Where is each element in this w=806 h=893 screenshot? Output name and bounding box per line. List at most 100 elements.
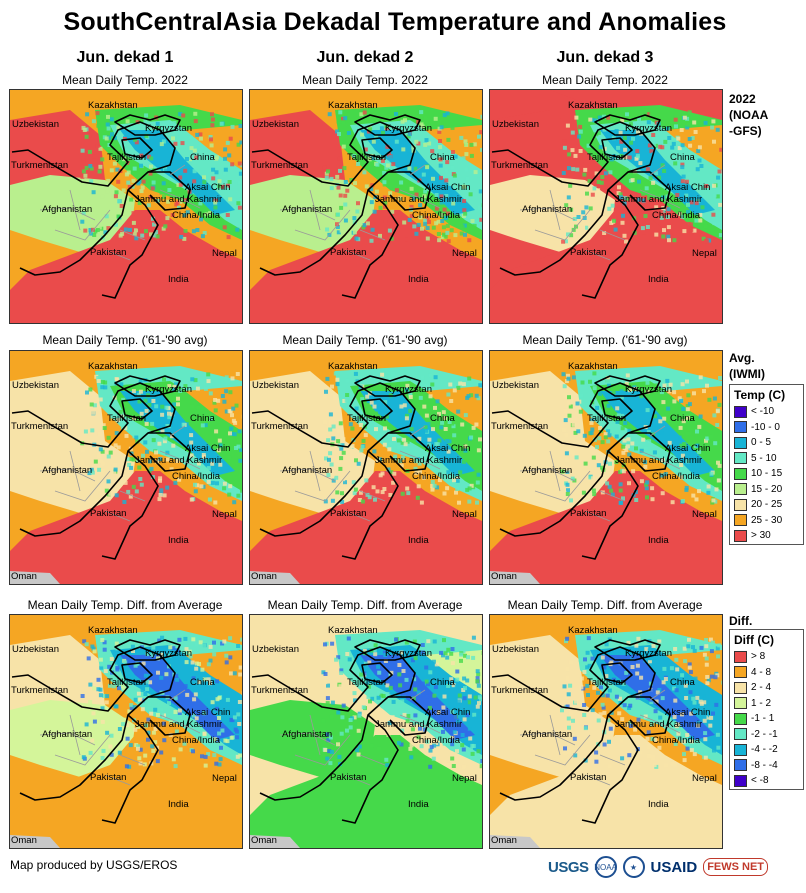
map-label-uzbekistan: Uzbekistan — [252, 380, 299, 391]
diff-legend-item: < -8 — [730, 773, 803, 789]
map-label-oman: Oman — [491, 571, 517, 582]
legend-label: -10 - 0 — [751, 421, 780, 433]
map-label-aksai-chin: Aksai Chin — [425, 443, 470, 454]
temp-legend-item: -10 - 0 — [730, 420, 803, 436]
map-label-kyrgyzstan: Kyrgyzstan — [625, 123, 672, 134]
map-label-jammu-kashmir: Jammu and Kashmir — [615, 455, 702, 466]
map-label-jammu-kashmir: Jammu and Kashmir — [135, 455, 222, 466]
map-label-oman: Oman — [11, 571, 37, 582]
map-label-china: China — [430, 677, 456, 688]
map-label-aksai-chin: Aksai Chin — [665, 182, 710, 193]
map-label-china: China — [670, 413, 696, 424]
map-label-jammu-kashmir: Jammu and Kashmir — [615, 194, 702, 205]
legend-label: 15 - 20 — [751, 483, 783, 495]
map-canvas: Kazakhstan Uzbekistan Kyrgyzstan Turkmenist… — [10, 615, 242, 848]
row-label-2022: 2022 (NOAA -GFS) — [729, 91, 768, 139]
map-subtitle: Mean Daily Temp. 2022 — [302, 73, 428, 87]
diff-legend-item: -1 - 1 — [730, 711, 803, 727]
map-panel-diff-dekad-2: Kazakhstan Uzbekistan Kyrgyzstan Turkmenist… — [249, 614, 483, 849]
diff-legend-item: 1 - 2 — [730, 696, 803, 712]
fews-net-logo: FEWS NET — [703, 858, 769, 876]
usaid-logo: USAID — [650, 858, 698, 876]
map-subtitle: Mean Daily Temp. ('61-'90 avg) — [282, 333, 448, 347]
map-label-india: India — [648, 535, 669, 546]
map-label-china-india: China/India — [652, 210, 701, 221]
map-label-turkmenistan: Turkmenistan — [491, 685, 548, 696]
map-label-kyrgyzstan: Kyrgyzstan — [385, 384, 432, 395]
map-label-pakistan: Pakistan — [330, 772, 366, 783]
map-label-nepal: Nepal — [452, 773, 477, 784]
map-label-tajikistan: Tajikistan — [587, 677, 626, 688]
diff-legend: Diff (C) > 8 4 - 8 2 - 4 1 - 2 -1 - 1 -2 - -1… — [729, 629, 804, 790]
legend-label: -1 - 1 — [751, 713, 775, 725]
logo-bar: USGS NOAA ★ USAID FEWS NET — [548, 856, 769, 878]
map-label-aksai-chin: Aksai Chin — [185, 443, 230, 454]
map-label-china: China — [670, 152, 696, 163]
map-label-china-india: China/India — [412, 735, 461, 746]
map-label-pakistan: Pakistan — [570, 247, 606, 258]
map-label-kyrgyzstan: Kyrgyzstan — [385, 648, 432, 659]
usda-seal-icon: ★ — [622, 856, 645, 878]
map-label-turkmenistan: Turkmenistan — [11, 685, 68, 696]
map-label-afghanistan: Afghanistan — [42, 729, 92, 740]
map-label-aksai-chin: Aksai Chin — [665, 443, 710, 454]
legend-label: 4 - 8 — [751, 666, 772, 678]
map-subtitle: Mean Daily Temp. Diff. from Average — [267, 598, 463, 612]
map-label-china-india: China/India — [172, 735, 221, 746]
map-label-kazakhstan: Kazakhstan — [88, 100, 138, 111]
map-label-china: China — [190, 413, 216, 424]
map-label-afghanistan: Afghanistan — [282, 729, 332, 740]
map-canvas: Kazakhstan Uzbekistan Kyrgyzstan Turkmenist… — [250, 90, 482, 323]
legend-label: < -8 — [751, 775, 769, 787]
legend-label: -8 - -4 — [751, 759, 778, 771]
row-label-line: Avg. — [729, 351, 755, 365]
map-label-afghanistan: Afghanistan — [522, 204, 572, 215]
map-label-uzbekistan: Uzbekistan — [252, 119, 299, 130]
legend-swatch — [734, 743, 747, 756]
map-label-tajikistan: Tajikistan — [107, 413, 146, 424]
map-label-oman: Oman — [251, 835, 277, 846]
legend-label: -2 - -1 — [751, 728, 778, 740]
temp-legend-item: 5 - 10 — [730, 451, 803, 467]
map-label-china-india: China/India — [172, 471, 221, 482]
map-label-aksai-chin: Aksai Chin — [425, 707, 470, 718]
temp-legend-title: Temp (C) — [734, 388, 786, 402]
legend-swatch — [734, 436, 747, 449]
legend-label: > 30 — [751, 530, 771, 542]
row-label-diff: Diff. — [729, 613, 752, 629]
map-label-kazakhstan: Kazakhstan — [328, 361, 378, 372]
diff-legend-item: -4 - -2 — [730, 742, 803, 758]
map-label-oman: Oman — [11, 835, 37, 846]
map-label-afghanistan: Afghanistan — [282, 204, 332, 215]
map-label-india: India — [408, 535, 429, 546]
map-label-india: India — [648, 274, 669, 285]
legend-swatch — [734, 483, 747, 496]
map-label-india: India — [168, 274, 189, 285]
legend-swatch — [734, 650, 747, 663]
map-panel-temp-avg-dekad-3: Kazakhstan Uzbekistan Kyrgyzstan Turkmenist… — [489, 350, 723, 585]
map-label-jammu-kashmir: Jammu and Kashmir — [375, 194, 462, 205]
map-label-uzbekistan: Uzbekistan — [492, 119, 539, 130]
map-label-jammu-kashmir: Jammu and Kashmir — [135, 194, 222, 205]
legend-label: 1 - 2 — [751, 697, 772, 709]
map-label-uzbekistan: Uzbekistan — [12, 119, 59, 130]
diff-legend-item: 2 - 4 — [730, 680, 803, 696]
diff-legend-item: -8 - -4 — [730, 758, 803, 774]
legend-swatch — [734, 728, 747, 741]
legend-swatch — [734, 498, 747, 511]
legend-label: 5 - 10 — [751, 452, 777, 464]
temp-legend-item: < -10 — [730, 404, 803, 420]
map-subtitle: Mean Daily Temp. Diff. from Average — [507, 598, 703, 612]
map-label-nepal: Nepal — [452, 509, 477, 520]
usgs-logo: USGS — [548, 858, 589, 876]
map-label-nepal: Nepal — [452, 248, 477, 259]
map-label-turkmenistan: Turkmenistan — [11, 421, 68, 432]
map-panel-diff-dekad-3: Kazakhstan Uzbekistan Kyrgyzstan Turkmenist… — [489, 614, 723, 849]
map-canvas: Kazakhstan Uzbekistan Kyrgyzstan Turkmenist… — [490, 351, 722, 584]
map-label-pakistan: Pakistan — [330, 508, 366, 519]
map-label-tajikistan: Tajikistan — [587, 152, 626, 163]
map-panel-temp-avg-dekad-1: Kazakhstan Uzbekistan Kyrgyzstan Turkmenist… — [9, 350, 243, 585]
map-label-turkmenistan: Turkmenistan — [491, 160, 548, 171]
map-label-kazakhstan: Kazakhstan — [568, 625, 618, 636]
map-label-uzbekistan: Uzbekistan — [252, 644, 299, 655]
